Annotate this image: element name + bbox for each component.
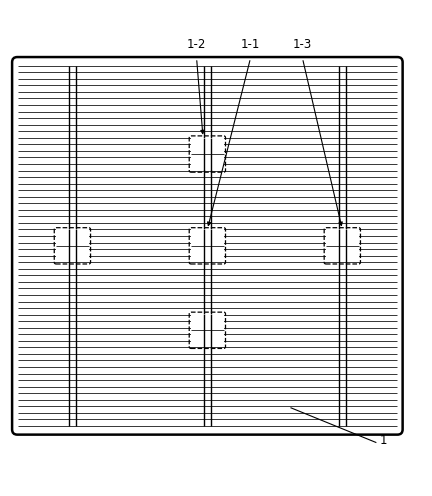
Text: 1-2: 1-2 <box>187 39 206 52</box>
FancyBboxPatch shape <box>12 57 403 434</box>
Bar <box>191 230 224 262</box>
Text: 1: 1 <box>380 434 388 447</box>
Bar <box>191 137 224 171</box>
Bar <box>326 230 359 262</box>
Bar <box>56 230 89 262</box>
Text: 1-1: 1-1 <box>241 39 260 52</box>
Bar <box>191 314 224 347</box>
Text: 1-3: 1-3 <box>293 39 312 52</box>
